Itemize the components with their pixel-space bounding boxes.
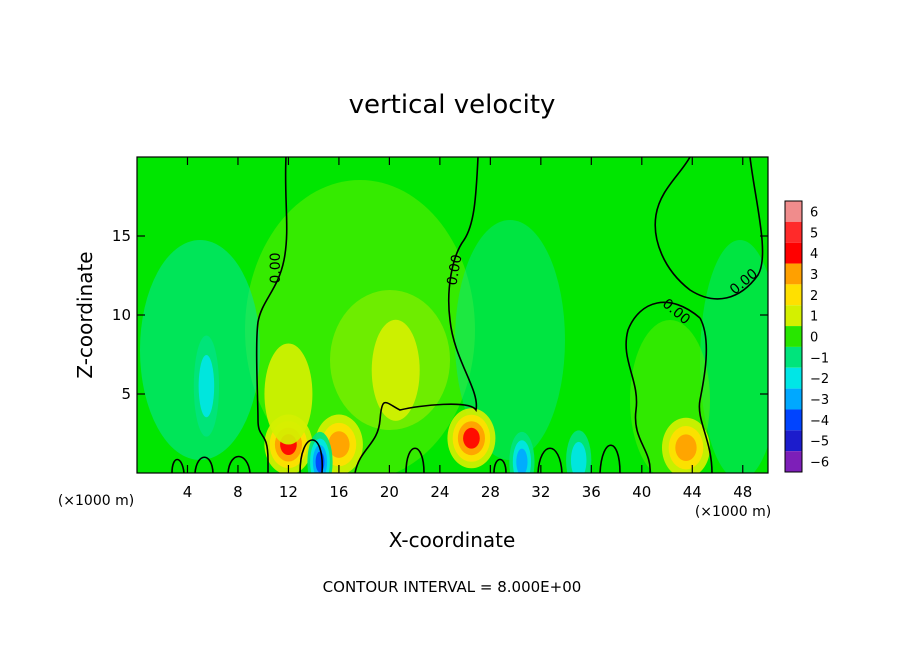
colorbar-label-7: −1	[810, 351, 829, 366]
contour-line-2	[354, 157, 479, 473]
downdraft-region-mid	[455, 220, 565, 460]
x-axis-label: X-coordinate	[389, 528, 516, 552]
x-unit-left: (×1000 m)	[58, 493, 134, 509]
contour-line-8	[227, 455, 251, 473]
velocity-cell-4-level-1	[371, 319, 420, 421]
contour-label-1: 0.00	[268, 252, 284, 283]
colorbar-swatch-1	[785, 221, 802, 243]
colorbar-label-3: 3	[810, 268, 818, 283]
velocity-cell-4	[371, 319, 420, 421]
contour-line-9	[299, 439, 323, 473]
contour-line-3	[654, 157, 764, 300]
contour-label-2: 0.00	[444, 253, 465, 286]
y-tick-label-1: 10	[112, 306, 131, 324]
colorbar-swatch-4	[785, 284, 802, 306]
contour-line-5	[698, 317, 713, 473]
contour-line-1	[255, 157, 288, 473]
x-tick-label-10: 44	[683, 483, 702, 501]
colorbar-label-2: 4	[810, 247, 818, 262]
contour-line-7	[194, 456, 214, 473]
colorbar-label-1: 5	[810, 226, 818, 241]
x-tick-label-4: 20	[380, 483, 399, 501]
colorbar-label-6: 0	[810, 331, 818, 346]
velocity-cell-3-level-3	[675, 434, 697, 462]
velocity-cell-2-level-4	[463, 427, 480, 449]
colorbar-label-9: −3	[810, 393, 829, 408]
colorbar-label-12: −6	[810, 456, 829, 471]
velocity-cell-7	[307, 431, 333, 473]
colorbar-label-0: 6	[810, 205, 818, 220]
contour-line-6	[171, 458, 185, 473]
contour-line-12	[537, 447, 563, 473]
y-axis-ticks: 5 10 15	[112, 227, 768, 403]
x-tick-label-7: 32	[531, 483, 550, 501]
colorbar-frame	[784, 200, 803, 473]
colorbar-swatch-8	[785, 367, 802, 389]
colorbar-swatch-10	[785, 409, 802, 431]
velocity-cells	[193, 319, 710, 473]
y-tick-label-0: 5	[121, 385, 131, 403]
x-tick-label-0: 4	[183, 483, 193, 501]
velocity-cell-7-level-4	[315, 451, 325, 473]
velocity-cell-5	[264, 343, 313, 445]
colorbar-swatch-12	[785, 451, 802, 472]
x-tick-label-5: 24	[430, 483, 449, 501]
x-tick-label-11: 48	[733, 483, 752, 501]
colorbar-swatch-3	[785, 263, 802, 285]
colorbar-swatch-11	[785, 430, 802, 452]
velocity-cell-9-level-2	[570, 441, 587, 473]
velocity-cell-2	[447, 408, 496, 469]
y-tick-label-2: 15	[112, 227, 131, 245]
velocity-cell-8-level-3	[516, 448, 528, 473]
velocity-cell-6-level-2	[198, 354, 215, 418]
velocity-cell-1-level-3	[328, 431, 350, 458]
contour-line-11	[493, 458, 507, 473]
contour-line-4	[625, 301, 701, 473]
x-tick-label-8: 36	[582, 483, 601, 501]
chart-title: vertical velocity	[349, 90, 556, 120]
x-tick-label-1: 8	[233, 483, 243, 501]
velocity-cell-9	[566, 430, 592, 473]
velocity-cell-6	[193, 335, 220, 437]
x-tick-label-9: 40	[632, 483, 651, 501]
colorbar-swatch-9	[785, 388, 802, 410]
contour-line-10	[405, 447, 425, 473]
colorbar-label-11: −5	[810, 435, 829, 450]
contour-interval-note: CONTOUR INTERVAL = 8.000E+00	[323, 578, 582, 596]
colorbar-swatch-6	[785, 326, 802, 347]
y-axis-label: Z-coordinate	[73, 251, 97, 378]
colorbar: 6 5 4 3 2 1 0 −1 −2 −3 −4 −5 −6	[784, 200, 829, 473]
velocity-cell-3	[661, 417, 710, 473]
plot-area	[137, 157, 768, 473]
x-tick-label-3: 16	[329, 483, 348, 501]
contour-line-13	[599, 444, 621, 473]
colorbar-label-8: −2	[810, 372, 829, 387]
colorbar-label-5: 1	[810, 310, 818, 325]
colorbar-label-4: 2	[810, 289, 818, 304]
x-tick-label-2: 12	[279, 483, 298, 501]
x-unit-right: (×1000 m)	[695, 504, 771, 520]
velocity-cell-5-level-1	[264, 343, 313, 445]
colorbar-swatch-5	[785, 305, 802, 327]
x-tick-label-6: 28	[481, 483, 500, 501]
colorbar-swatch-0	[785, 201, 802, 222]
colorbar-swatch-7	[785, 346, 802, 368]
colorbar-label-10: −4	[810, 414, 829, 429]
x-axis-ticks: 4 8 12 16 20 24 28 32 36 40 44 48	[183, 157, 752, 501]
velocity-cell-8	[509, 431, 535, 473]
zero-contours	[171, 157, 764, 473]
colorbar-swatch-2	[785, 242, 802, 264]
